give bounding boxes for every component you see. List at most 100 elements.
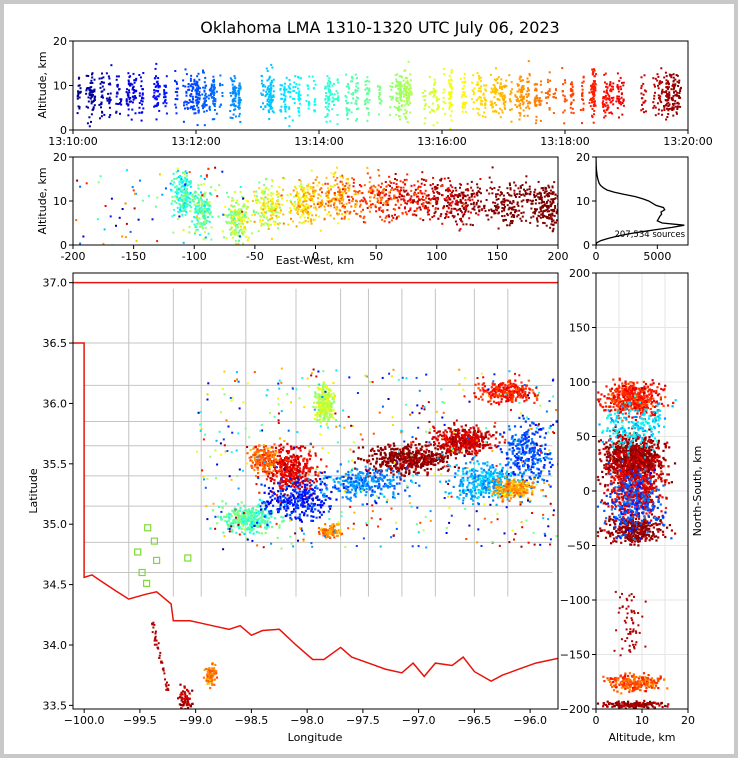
time-height-source [653, 94, 656, 97]
plan-view-source [410, 466, 413, 469]
time-height-source [436, 104, 439, 107]
plan-view-source [484, 432, 487, 435]
time-height-source [115, 102, 118, 105]
time-height-source [405, 94, 408, 97]
plan-view-source [431, 437, 434, 440]
ew-height-source [247, 236, 250, 239]
time-height-source [132, 86, 134, 89]
plan-view-source [428, 455, 431, 458]
ew-height-source [416, 202, 419, 205]
time-height-source [671, 106, 674, 109]
time-height-source [115, 92, 118, 95]
ew-height-source [546, 200, 548, 203]
time-height-source [202, 107, 204, 110]
time-height-source [205, 99, 207, 102]
plan-view-source [450, 443, 453, 446]
time-height-source [270, 95, 273, 98]
ew-height-source [443, 205, 446, 208]
plan-view-source [393, 465, 396, 468]
ew-height-source [200, 175, 203, 177]
ew-height-source [522, 211, 525, 214]
time-height-source [677, 94, 680, 97]
time-height-source [518, 118, 521, 121]
time-height-source [279, 108, 282, 111]
time-height-source [505, 85, 508, 88]
ew-height-source [196, 218, 199, 221]
time-height-source [484, 116, 487, 118]
ew-height-source [234, 228, 237, 231]
ew-height-source [294, 203, 297, 206]
plan-view-source [489, 443, 492, 446]
plan-view-source [415, 449, 418, 452]
ew-height-source [376, 197, 379, 200]
ew-height-source [238, 222, 241, 225]
plan-view-source [454, 439, 457, 443]
ew-height-source [457, 201, 460, 204]
plan-view-source [426, 474, 429, 477]
ew-height-source [327, 204, 330, 207]
time-height-source [378, 97, 381, 100]
time-height-source [499, 93, 502, 96]
time-height-source [288, 79, 291, 81]
time-height-source [89, 88, 92, 91]
ew-height-source [186, 190, 189, 193]
ew-height-source [222, 213, 225, 216]
time-height-source [496, 78, 499, 80]
time-height-source [408, 93, 411, 96]
time-height-source [406, 100, 409, 103]
plan-view-source [479, 435, 482, 438]
ew-height-source [363, 198, 366, 201]
ew-height-source [297, 196, 300, 199]
ew-height-source [269, 208, 272, 210]
plan-view-source [474, 449, 477, 452]
plan-view-source [371, 458, 375, 461]
time-height-source [213, 118, 216, 121]
ew-height-source [446, 205, 448, 207]
ew-height-source [186, 203, 189, 206]
time-height-source [460, 96, 463, 99]
ew-height-source [301, 188, 304, 191]
time-height-source [127, 83, 130, 85]
plan-view-source [389, 465, 392, 468]
time-height-source [212, 85, 215, 88]
plan-view-source [433, 426, 436, 430]
ew-height-source [199, 195, 202, 198]
time-height-source [214, 98, 217, 101]
ew-height-source [454, 186, 457, 189]
ew-height-source [198, 201, 200, 204]
ew-height-source [393, 195, 396, 198]
ew-height-source [421, 171, 424, 174]
time-height-source [591, 96, 594, 99]
ew-height-source [141, 199, 144, 202]
time-height-source [471, 89, 474, 92]
ew-height-source [205, 175, 208, 178]
plan-view-source [421, 464, 425, 467]
time-height-source [131, 88, 134, 91]
ew-height-source [510, 202, 513, 205]
ew-height-source [201, 203, 204, 206]
plan-view-source [415, 437, 418, 440]
plan-view-source [464, 443, 467, 446]
time-height-source [194, 99, 197, 102]
time-height-source [107, 98, 110, 101]
plan-view-source [428, 460, 431, 463]
plan-view-source [478, 442, 482, 445]
time-height-source [672, 107, 675, 110]
time-height-source [198, 94, 201, 97]
plan-view-source [439, 445, 442, 448]
ew-height-source [263, 192, 266, 195]
ew-height-source [550, 203, 553, 206]
time-height-source [91, 72, 94, 75]
ew-height-source [341, 202, 343, 205]
time-height-source [645, 110, 647, 113]
time-height-source [581, 88, 584, 91]
ew-height-source [390, 198, 393, 201]
time-height-source [594, 104, 597, 107]
time-height-source [674, 99, 677, 102]
ew-height-source [241, 210, 244, 213]
time-height-source [423, 98, 426, 101]
ew-height-source [313, 191, 316, 194]
ew-height-source [423, 183, 426, 186]
ew-height-source [451, 191, 454, 194]
time-height-source [195, 84, 198, 87]
